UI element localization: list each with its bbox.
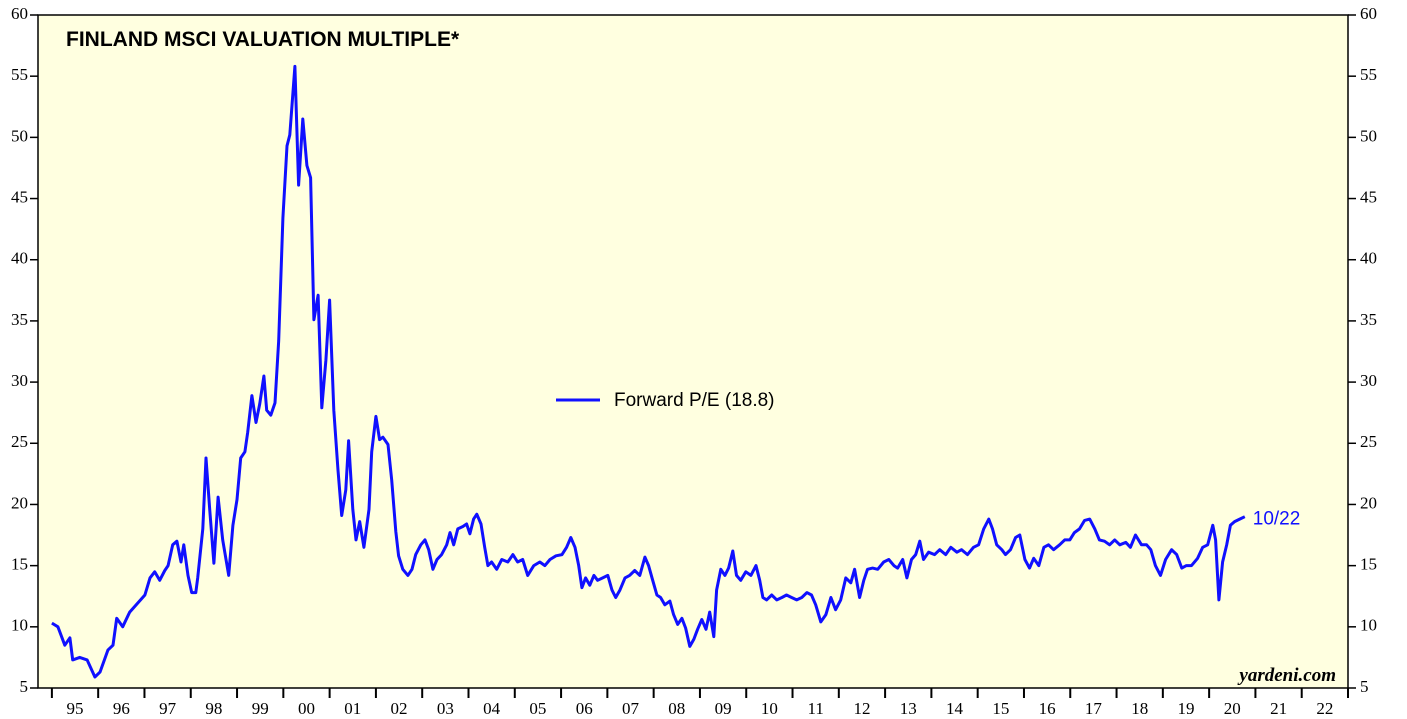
y-tick-label: 60 bbox=[11, 4, 28, 23]
legend-label: Forward P/E (18.8) bbox=[614, 390, 775, 411]
x-tick-label: 13 bbox=[900, 699, 917, 718]
y-tick-label: 35 bbox=[11, 310, 28, 329]
y2-tick-label: 35 bbox=[1360, 310, 1377, 329]
y-tick-label: 45 bbox=[11, 187, 28, 206]
y-tick-label: 10 bbox=[11, 616, 28, 635]
x-tick-label: 98 bbox=[205, 699, 222, 718]
y2-tick-label: 5 bbox=[1360, 677, 1369, 696]
x-tick-label: 01 bbox=[344, 699, 361, 718]
x-tick-label: 20 bbox=[1224, 699, 1241, 718]
x-tick-label: 95 bbox=[67, 699, 84, 718]
x-tick-label: 16 bbox=[1039, 699, 1056, 718]
y2-tick-label: 40 bbox=[1360, 249, 1377, 268]
y2-tick-label: 25 bbox=[1360, 432, 1377, 451]
x-tick-label: 00 bbox=[298, 699, 315, 718]
x-tick-label: 96 bbox=[113, 699, 130, 718]
y2-tick-label: 45 bbox=[1360, 187, 1377, 206]
x-tick-label: 05 bbox=[529, 699, 546, 718]
x-tick-label: 99 bbox=[252, 699, 269, 718]
y-tick-label: 55 bbox=[11, 65, 28, 84]
x-tick-label: 21 bbox=[1270, 699, 1287, 718]
x-tick-label: 10 bbox=[761, 699, 778, 718]
y-tick-label: 15 bbox=[11, 555, 28, 574]
y2-tick-label: 20 bbox=[1360, 493, 1377, 512]
chart-title: FINLAND MSCI VALUATION MULTIPLE* bbox=[66, 28, 460, 51]
y-tick-label: 20 bbox=[11, 493, 28, 512]
x-tick-label: 03 bbox=[437, 699, 454, 718]
x-tick-label: 22 bbox=[1316, 699, 1333, 718]
y2-tick-label: 15 bbox=[1360, 555, 1377, 574]
plot-area bbox=[37, 14, 1349, 689]
y2-tick-label: 50 bbox=[1360, 126, 1377, 145]
x-tick-label: 06 bbox=[576, 699, 593, 718]
x-tick-label: 07 bbox=[622, 699, 640, 718]
annotation: 10/22 bbox=[1253, 509, 1301, 530]
y-tick-label: 5 bbox=[20, 677, 29, 696]
y2-tick-label: 55 bbox=[1360, 65, 1377, 84]
x-tick-label: 09 bbox=[715, 699, 732, 718]
x-tick-label: 15 bbox=[992, 699, 1009, 718]
x-tick-label: 04 bbox=[483, 699, 501, 718]
x-tick-label: 08 bbox=[668, 699, 685, 718]
x-tick-label: 14 bbox=[946, 699, 964, 718]
y-tick-label: 25 bbox=[11, 432, 28, 451]
source: yardeni.com bbox=[1237, 665, 1336, 686]
x-tick-label: 02 bbox=[391, 699, 408, 718]
x-tick-label: 11 bbox=[807, 699, 823, 718]
y-tick-label: 40 bbox=[11, 249, 28, 268]
x-tick-label: 19 bbox=[1177, 699, 1194, 718]
y2-tick-label: 10 bbox=[1360, 616, 1377, 635]
x-tick-label: 97 bbox=[159, 699, 177, 718]
y-tick-label: 30 bbox=[11, 371, 28, 390]
x-tick-label: 12 bbox=[853, 699, 870, 718]
y2-tick-label: 30 bbox=[1360, 371, 1377, 390]
y2-tick-label: 60 bbox=[1360, 4, 1377, 23]
line-series bbox=[51, 64, 1246, 679]
y-tick-label: 50 bbox=[11, 126, 28, 145]
x-tick-label: 17 bbox=[1085, 699, 1103, 718]
x-tick-label: 18 bbox=[1131, 699, 1148, 718]
